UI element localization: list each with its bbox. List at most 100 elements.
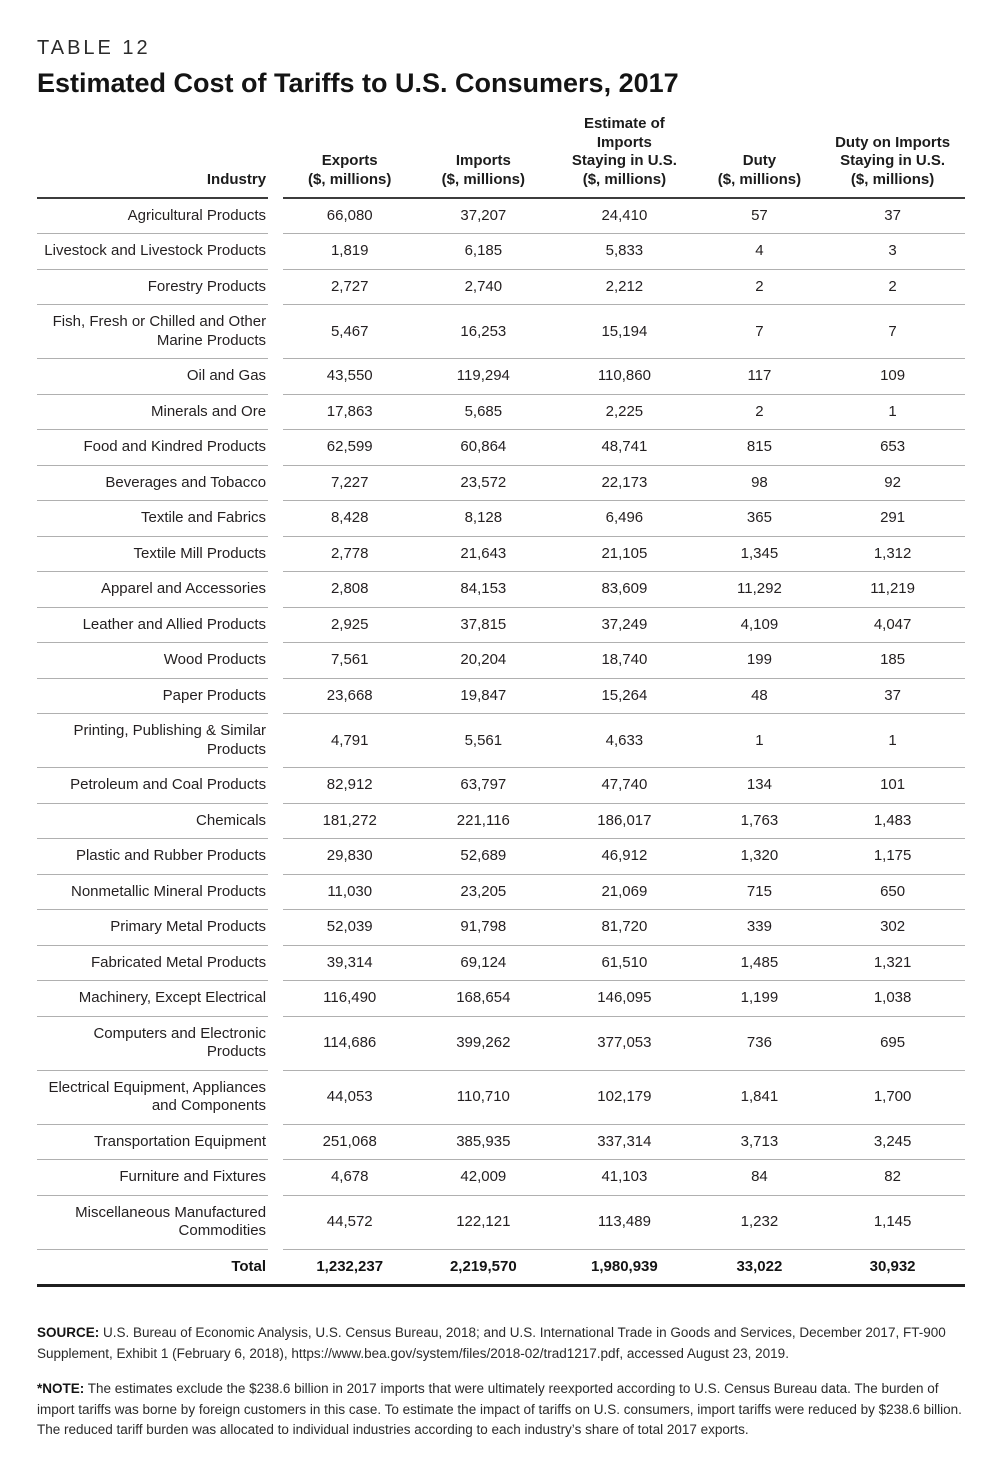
industry-cell: Furniture and Fixtures bbox=[37, 1159, 269, 1196]
value-cell: 83,609 bbox=[550, 571, 699, 608]
value-cell: 41,103 bbox=[550, 1159, 699, 1196]
value-cell: 33,022 bbox=[698, 1248, 821, 1286]
value-cell: 15,194 bbox=[550, 304, 699, 359]
value-cell: 4,633 bbox=[550, 713, 699, 768]
industry-cell: Plastic and Rubber Products bbox=[37, 838, 269, 875]
value-cell: 66,080 bbox=[326, 206, 373, 224]
table-row: Minerals and Ore 17,863 5,685 2,225 2 1 bbox=[37, 393, 965, 430]
value-cell: 18,740 bbox=[550, 642, 699, 679]
column-gap bbox=[268, 839, 283, 875]
table-row: Agricultural Products 66,080 37,207 24,410 5… bbox=[37, 198, 965, 234]
industry-cell: Machinery, Except Electrical bbox=[37, 980, 269, 1017]
value-cell: 1,320 bbox=[698, 838, 821, 875]
column-gap bbox=[268, 198, 283, 234]
value-cell: 7,227 bbox=[282, 464, 417, 501]
value-cell: 1,485 bbox=[698, 944, 821, 981]
value-cell: 82,912 bbox=[282, 767, 417, 804]
value-cell: 650 bbox=[820, 873, 965, 910]
value-cell: 695 bbox=[820, 1015, 965, 1071]
value-cell: 1,312 bbox=[820, 535, 965, 572]
value-cell: 1,199 bbox=[698, 980, 821, 1017]
table-row: Petroleum and Coal Products 82,912 63,797 4… bbox=[37, 767, 965, 804]
table-number-label: TABLE 12 bbox=[37, 37, 151, 59]
column-gap bbox=[268, 536, 283, 572]
column-gap bbox=[268, 768, 283, 804]
value-cell: 1,232 bbox=[698, 1194, 821, 1250]
value-cell: 122,121 bbox=[416, 1194, 551, 1250]
column-gap bbox=[268, 234, 283, 270]
value-cell: 19,847 bbox=[416, 677, 551, 714]
value-cell: 44,053 bbox=[282, 1069, 417, 1125]
total-row: Total 1,232,237 2,219,570 1,980,939 33,022 30… bbox=[37, 1248, 965, 1286]
value-cell: 2,727 bbox=[282, 268, 417, 305]
value-cell: 1,980,939 bbox=[550, 1248, 699, 1286]
column-gap bbox=[268, 394, 283, 430]
industry-cell: Livestock and Livestock Products bbox=[37, 233, 269, 270]
industry-cell: Wood Products bbox=[37, 642, 269, 679]
value-cell: 4,109 bbox=[698, 606, 821, 643]
value-cell: 48,741 bbox=[550, 429, 699, 466]
column-gap bbox=[268, 501, 283, 537]
column-header-industry: Industry bbox=[37, 114, 269, 199]
value-cell: 101 bbox=[820, 767, 965, 804]
industry-cell: Forestry Products bbox=[37, 268, 269, 305]
table-row: Furniture and Fixtures 4,678 42,009 41,103 8… bbox=[37, 1159, 965, 1196]
value-cell: 146,095 bbox=[550, 980, 699, 1017]
table-footnotes: SOURCE: U.S. Bureau of Economic Analysis… bbox=[37, 1323, 965, 1441]
column-gap bbox=[268, 115, 283, 198]
value-cell: 109 bbox=[820, 358, 965, 395]
column-gap bbox=[268, 1070, 283, 1124]
value-cell: 113,489 bbox=[550, 1194, 699, 1250]
table-body: Agricultural Products 66,080 37,207 24,410 5… bbox=[37, 198, 965, 1286]
column-gap bbox=[268, 430, 283, 466]
value-cell: 1 bbox=[698, 713, 821, 768]
value-cell: 2 bbox=[698, 393, 821, 430]
value-cell: 63,797 bbox=[416, 767, 551, 804]
industry-cell: Electrical Equipment, Appliances and Com… bbox=[37, 1069, 269, 1125]
column-header-exports: Exports ($, millions) bbox=[282, 114, 417, 199]
value-cell: 1 bbox=[820, 713, 965, 768]
note-text: The estimates exclude the $238.6 billion… bbox=[37, 1381, 962, 1438]
industry-cell: Apparel and Accessories bbox=[37, 571, 269, 608]
value-cell: 69,124 bbox=[416, 944, 551, 981]
industry-cell: Oil and Gas bbox=[37, 358, 269, 395]
value-cell: 1,700 bbox=[820, 1069, 965, 1125]
value-cell: 1,038 bbox=[820, 980, 965, 1017]
column-gap bbox=[268, 714, 283, 768]
value-cell: 653 bbox=[820, 429, 965, 466]
note-label: *NOTE: bbox=[37, 1381, 85, 1397]
value-cell: 181,272 bbox=[282, 802, 417, 839]
value-cell: 7 bbox=[698, 304, 821, 359]
value-cell: 5,561 bbox=[416, 713, 551, 768]
value-cell: 6,185 bbox=[416, 233, 551, 270]
table-row: Forestry Products 2,727 2,740 2,212 2 2 bbox=[37, 268, 965, 305]
value-cell: 815 bbox=[698, 429, 821, 466]
value-cell: 48 bbox=[698, 677, 821, 714]
value-cell: 4,047 bbox=[820, 606, 965, 643]
value-cell: 61,510 bbox=[550, 944, 699, 981]
methodology-note: *NOTE: The estimates exclude the $238.6 … bbox=[37, 1379, 965, 1441]
value-cell: 16,253 bbox=[416, 304, 551, 359]
value-cell: 385,935 bbox=[416, 1123, 551, 1160]
value-cell: 57 bbox=[751, 206, 768, 224]
table-row: Apparel and Accessories 2,808 84,153 83,609… bbox=[37, 571, 965, 608]
value-cell: 1,841 bbox=[698, 1069, 821, 1125]
table-row: Primary Metal Products 52,039 91,798 81,720… bbox=[37, 909, 965, 946]
value-cell: 3,245 bbox=[820, 1123, 965, 1160]
table-row: Fish, Fresh or Chilled and Other Marine … bbox=[37, 304, 965, 359]
value-cell: 168,654 bbox=[416, 980, 551, 1017]
industry-cell: Transportation Equipment bbox=[37, 1123, 269, 1160]
value-cell: 2 bbox=[698, 268, 821, 305]
value-cell: 715 bbox=[698, 873, 821, 910]
table-title: Estimated Cost of Tariffs to U.S. Consum… bbox=[37, 68, 679, 98]
industry-cell: Computers and Electronic Products bbox=[37, 1015, 269, 1071]
value-cell: 251,068 bbox=[282, 1123, 417, 1160]
value-cell: 2,212 bbox=[550, 268, 699, 305]
value-cell: 2,925 bbox=[282, 606, 417, 643]
column-gap bbox=[268, 1195, 283, 1249]
value-cell: 2,740 bbox=[416, 268, 551, 305]
industry-cell: Primary Metal Products bbox=[37, 909, 269, 946]
column-gap bbox=[268, 803, 283, 839]
value-cell: 337,314 bbox=[550, 1123, 699, 1160]
